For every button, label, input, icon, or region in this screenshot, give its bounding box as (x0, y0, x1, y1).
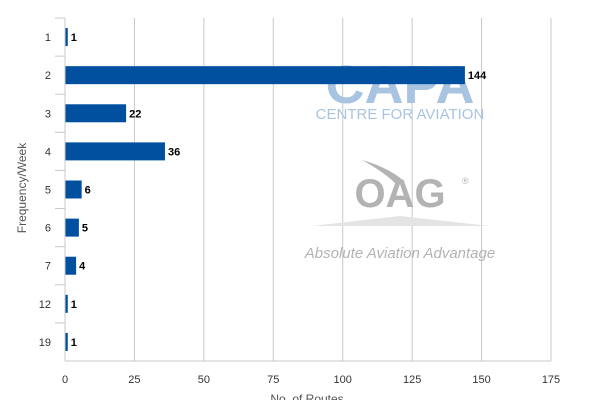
data-label: 1 (71, 299, 77, 311)
x-tick-label: 125 (403, 374, 421, 386)
bar-19 (65, 332, 68, 351)
category-label: 1 (45, 32, 51, 44)
category-label: 4 (45, 146, 51, 158)
x-tick-label: 50 (198, 374, 210, 386)
bar-2 (65, 66, 465, 85)
capa-tagline: CENTRE FOR AVIATION (316, 106, 485, 123)
category-label: 7 (45, 261, 51, 273)
category-label: 5 (45, 185, 51, 197)
bar-series (65, 28, 465, 351)
x-tick-label: 175 (542, 374, 560, 386)
oag-underline-icon (312, 216, 490, 226)
oag-logo-text: OAG (354, 172, 445, 216)
x-tick-label: 75 (267, 374, 279, 386)
x-tick-label: 0 (62, 374, 68, 386)
oag-registered-mark: ® (462, 176, 469, 186)
x-tick-label: 25 (128, 374, 140, 386)
x-tick-label: 100 (334, 374, 352, 386)
data-labels: 1 144 22 36 6 5 4 1 1 (71, 32, 487, 349)
y-axis-title: Frequency/Week (15, 142, 29, 233)
data-label: 6 (85, 185, 91, 197)
data-label: 4 (79, 261, 86, 273)
data-label: 144 (468, 70, 487, 82)
category-label: 2 (45, 70, 51, 82)
category-label: 3 (45, 108, 51, 120)
bar-3 (65, 104, 127, 123)
category-label: 12 (39, 299, 51, 311)
bar-4 (65, 142, 165, 161)
x-axis-title: No. of Routes (270, 392, 343, 400)
bar-7 (65, 256, 77, 275)
category-label: 19 (39, 337, 51, 349)
value-axis: 0 25 50 75 100 125 150 175 (62, 374, 560, 386)
data-label: 22 (129, 108, 141, 120)
data-label: 5 (82, 223, 88, 235)
x-tick-label: 150 (472, 374, 490, 386)
capa-logo-text: CAPA (325, 55, 474, 115)
oag-watermark: OAG ® Absolute Aviation Advantage (304, 160, 495, 262)
oag-tagline: Absolute Aviation Advantage (304, 245, 495, 262)
bar-6 (65, 218, 79, 237)
bar-5 (65, 180, 82, 199)
category-label: 6 (45, 223, 51, 235)
data-label: 36 (168, 146, 180, 158)
bar-12 (65, 294, 68, 313)
data-label: 1 (71, 337, 77, 349)
bar-1 (65, 28, 68, 47)
data-label: 1 (71, 32, 77, 44)
oag-swoosh-icon (362, 160, 405, 184)
capa-watermark: CAPA CENTRE FOR AVIATION (316, 55, 485, 123)
